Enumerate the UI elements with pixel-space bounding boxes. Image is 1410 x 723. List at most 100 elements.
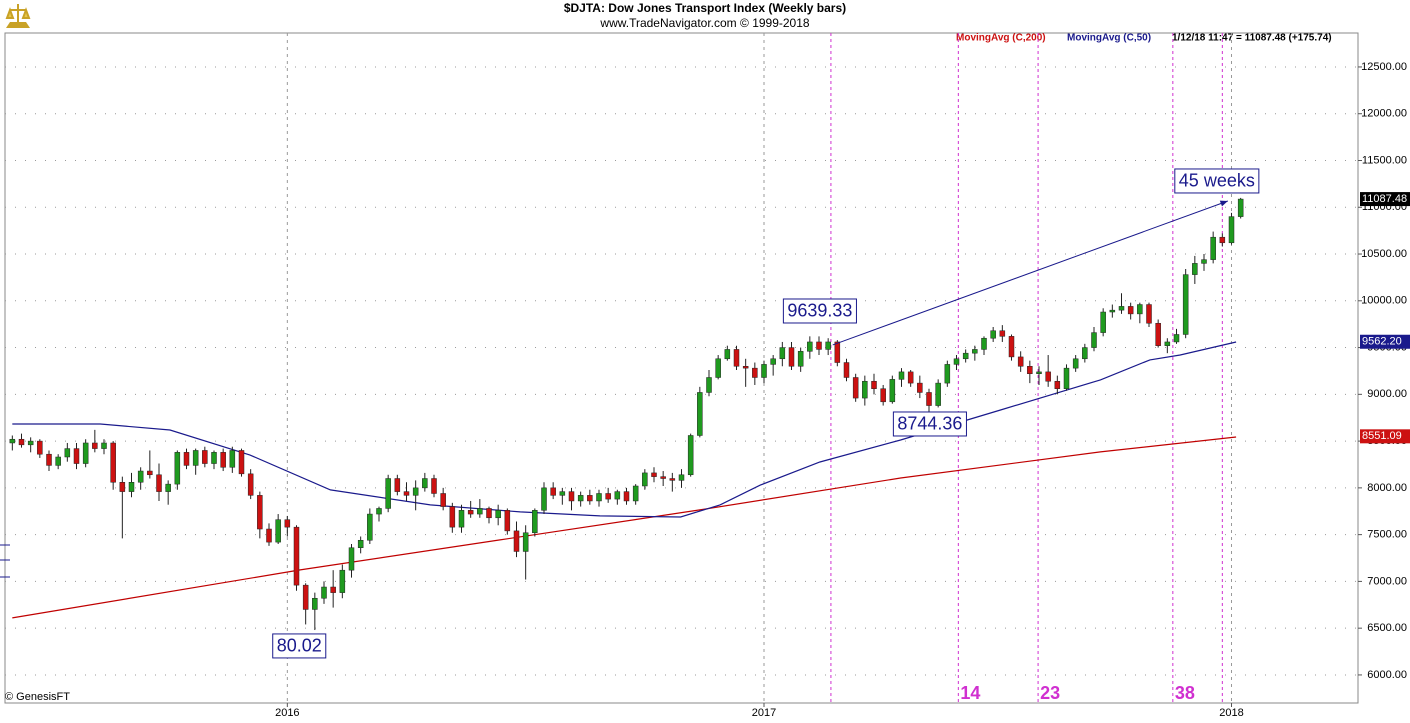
candle	[1192, 255, 1198, 284]
candle-body	[1027, 366, 1033, 375]
candle-body	[229, 450, 236, 468]
x-tick-label: 2018	[1219, 707, 1243, 719]
candle	[119, 476, 126, 539]
candle-body	[348, 547, 355, 571]
chart-subtitle: www.TradeNavigator.com © 1999-2018	[599, 16, 809, 30]
candle	[1072, 355, 1079, 372]
candle-body	[275, 519, 281, 543]
candle-body	[504, 510, 511, 532]
candle	[330, 570, 336, 608]
candle-body	[458, 510, 465, 528]
arrow-line	[832, 200, 1229, 346]
candle-body	[486, 508, 492, 519]
candle	[1118, 293, 1125, 314]
candle-body	[55, 456, 61, 466]
candle-body	[1063, 367, 1070, 389]
candle	[953, 355, 960, 371]
y-tick-label: 10500.00	[1361, 248, 1407, 260]
candle-body	[733, 349, 740, 367]
candle	[550, 482, 556, 500]
candle	[247, 469, 254, 500]
candle-body	[27, 440, 34, 446]
candle	[797, 347, 804, 372]
candle	[898, 368, 905, 387]
candle-body	[82, 442, 89, 464]
candle	[394, 474, 401, 496]
candle-body	[202, 450, 208, 464]
candle	[37, 439, 43, 458]
candle	[669, 472, 676, 492]
candle	[486, 506, 492, 524]
candle-body	[990, 330, 996, 339]
candle-body	[403, 491, 410, 496]
candle-body	[871, 380, 877, 389]
candle	[724, 345, 731, 361]
y-tick-label: 7000.00	[1367, 575, 1407, 587]
price-flag-label: 8551.09	[1362, 430, 1402, 442]
candle-body	[477, 508, 483, 515]
candle	[321, 581, 327, 604]
week-count: 14	[960, 683, 980, 703]
y-tick-label: 7500.00	[1367, 529, 1407, 541]
candle	[1008, 334, 1015, 361]
candle	[1164, 338, 1171, 354]
candle-body	[852, 377, 859, 399]
candle-body	[37, 440, 43, 455]
candle-body	[797, 351, 804, 367]
candle	[431, 474, 437, 498]
annotation: 8744.36	[897, 414, 962, 434]
candle-body	[715, 358, 721, 378]
candle	[495, 504, 501, 526]
week-count: 38	[1175, 683, 1195, 703]
candle-body	[632, 485, 639, 502]
annotation: 9639.33	[787, 301, 852, 321]
candle	[137, 467, 144, 490]
candle-body	[981, 337, 987, 350]
candle-body	[412, 487, 419, 496]
candle	[156, 463, 162, 501]
candle	[46, 450, 52, 472]
candle	[477, 499, 483, 518]
candle-body	[972, 349, 978, 354]
candle-body	[935, 382, 941, 406]
candle-body	[440, 493, 446, 507]
candle-body	[752, 367, 758, 378]
candle-body	[247, 473, 254, 496]
candle-body	[1173, 334, 1180, 343]
candle	[697, 386, 703, 438]
candle	[972, 345, 978, 361]
legend-entry: MovingAvg (C,50)	[1067, 33, 1151, 44]
candle	[284, 515, 291, 537]
y-tick-label: 8000.00	[1367, 482, 1407, 494]
candle-body	[568, 491, 575, 502]
candle-body	[843, 362, 850, 378]
candle-body	[825, 341, 831, 350]
candle	[82, 439, 89, 468]
candle	[18, 433, 25, 448]
candle-body	[293, 526, 300, 586]
candle-body	[1082, 347, 1088, 360]
candle-body	[999, 330, 1006, 337]
candle-body	[623, 491, 630, 502]
candle-body	[18, 438, 25, 446]
candle	[788, 341, 795, 371]
candle-body	[257, 495, 263, 530]
candle	[935, 379, 941, 408]
candle-body	[266, 528, 272, 543]
candle-body	[917, 382, 923, 393]
candle-body	[550, 487, 556, 496]
candle	[174, 450, 181, 490]
candle	[1182, 268, 1189, 339]
candle-body	[1210, 236, 1216, 260]
candle	[715, 355, 721, 380]
candle-body	[907, 371, 914, 384]
candle	[1109, 304, 1116, 318]
candle-body	[1237, 198, 1244, 217]
candle	[852, 373, 859, 402]
candle-body	[101, 442, 107, 449]
candle	[64, 442, 71, 462]
logo	[5, 4, 31, 28]
candle	[202, 446, 208, 468]
candle-body	[605, 493, 611, 500]
